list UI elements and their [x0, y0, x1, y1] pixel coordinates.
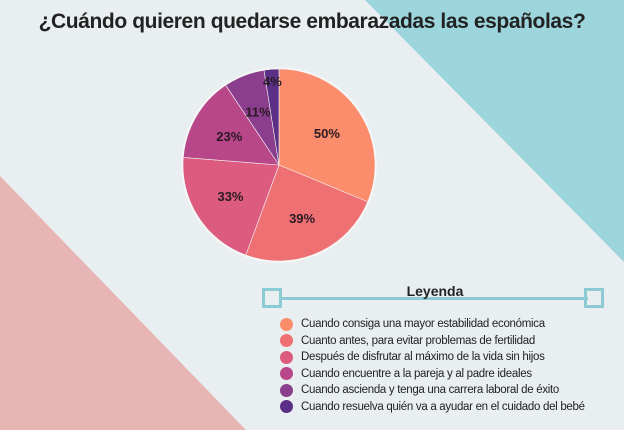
legend-decor-box-right	[584, 288, 604, 308]
legend-item: Cuando ascienda y tenga una carrera labo…	[280, 382, 585, 399]
legend-decor-box-left	[262, 288, 282, 308]
legend-label: Cuando consiga una mayor estabilidad eco…	[301, 318, 545, 331]
legend-decor-line	[282, 297, 588, 300]
legend-label: Cuando resuelva quién va a ayudar en el …	[301, 400, 585, 413]
legend-swatch	[280, 400, 293, 414]
legend-swatch	[280, 317, 293, 331]
legend-label: Cuanto antes, para evitar problemas de f…	[301, 334, 535, 347]
legend-label: Cuando encuentre a la pareja y al padre …	[301, 367, 532, 380]
legend-swatch	[280, 367, 293, 381]
legend-item: Cuando encuentre a la pareja y al padre …	[280, 366, 585, 383]
legend-item: Cuanto antes, para evitar problemas de f…	[280, 333, 585, 350]
legend-label: Cuando ascienda y tenga una carrera labo…	[301, 384, 560, 397]
legend-swatch	[280, 334, 293, 348]
legend-title: Leyenda	[406, 283, 464, 299]
legend-item: Cuando resuelva quién va a ayudar en el …	[280, 399, 585, 416]
legend-swatch	[280, 383, 293, 397]
pie-slice	[182, 157, 280, 256]
pie-outline	[181, 67, 377, 263]
slice-label: 23%	[216, 129, 242, 144]
pink-triangle	[0, 176, 246, 430]
slice-label: 11%	[245, 104, 271, 119]
chart-title: ¿Cuándo quieren quedarse embarazadas las…	[38, 10, 586, 33]
slice-label: 4%	[263, 74, 282, 89]
pie-slice	[278, 68, 376, 203]
legend-swatch	[280, 350, 293, 364]
teal-triangle	[365, 0, 624, 262]
slice-label: 50%	[314, 126, 340, 141]
pie-slice	[245, 164, 369, 262]
slice-label: 33%	[217, 189, 243, 204]
pie-slice	[263, 68, 280, 166]
legend-label: Después de disfrutar al máximo de la vid…	[301, 351, 545, 364]
slice-label: 39%	[289, 211, 315, 226]
legend-item: Después de disfrutar al máximo de la vid…	[280, 349, 585, 366]
legend-item: Cuando consiga una mayor estabilidad eco…	[280, 316, 585, 333]
pie-slice	[182, 84, 280, 166]
